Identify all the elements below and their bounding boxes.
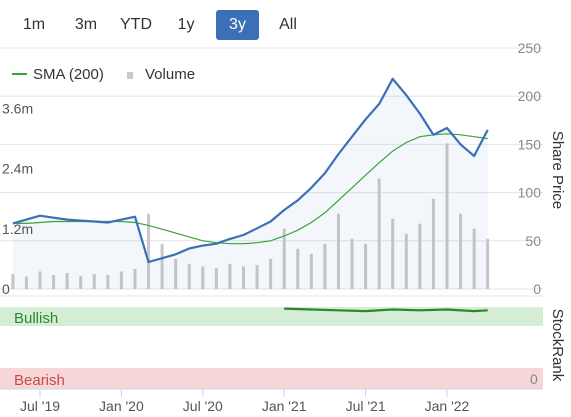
volume-bar [174,258,178,289]
volume-legend-swatch [127,72,133,79]
range-3m-button[interactable]: 3m [74,16,98,33]
volume-bar [214,267,218,289]
volume-bar [79,275,83,289]
x-tick-label: Jan '22 [425,398,470,414]
bullish-band [0,307,543,326]
range-1y-button[interactable]: 1y [177,16,195,33]
bullish-label: Bullish [14,310,58,327]
volume-bar [201,266,205,289]
range-selector: 1m 3m YTD 1y 3y All [0,0,571,46]
price-tick-label: 0 [533,281,541,297]
volume-series [11,143,490,289]
stockrank-zero-tick: 0 [530,371,538,387]
price-tick-label: 50 [525,233,541,249]
volume-bar [242,266,245,289]
volume-bar [364,243,368,289]
volume-bar [391,218,395,289]
volume-tick-label: 2.4m [2,161,33,177]
price-line [12,77,489,264]
price-area [12,78,488,289]
x-tick-label: Jul '20 [183,398,223,414]
range-3y-button[interactable]: 3y [216,10,259,40]
price-axis-ticks: 250 200 150 100 50 0 [518,40,542,297]
volume-bar [309,253,313,289]
volume-bar [472,228,476,289]
volume-bar [147,213,151,289]
volume-bar [228,263,232,289]
price-tick-label: 150 [518,136,542,152]
share-price-axis-title: Share Price [549,131,566,209]
volume-bar [133,268,137,289]
volume-bar [52,274,56,289]
volume-bar [65,272,69,289]
volume-bar [296,248,300,289]
volume-bar [445,143,449,289]
volume-tick-label: 1.2m [2,221,33,237]
bearish-band [0,368,543,389]
volume-bar [377,178,381,289]
bearish-label: Bearish [14,372,65,389]
x-axis-ticks: Jul '19 Jan '20 Jul '20 Jan '21 Jul '21 Jan '… [20,389,470,414]
x-tick-label: Jul '21 [346,398,386,414]
volume-bar [38,271,42,289]
volume-bar [404,233,408,289]
volume-bar [160,243,164,289]
volume-tick-label: 3.6m [2,100,33,116]
price-tick-label: 100 [518,185,542,201]
volume-bar [255,264,259,289]
volume-bar [282,228,286,289]
volume-axis-ticks: 3.6m 2.4m 1.2m 0 [2,100,33,297]
price-tick-label: 250 [518,40,542,56]
volume-bar [92,273,96,289]
volume-bar [350,238,354,289]
volume-bar [24,276,28,289]
volume-bar [418,223,422,289]
volume-bar [431,198,435,289]
range-all-button[interactable]: All [279,16,297,33]
volume-legend-label: Volume [145,66,195,83]
volume-bar [11,273,15,289]
volume-bar [119,271,123,289]
volume-bar [187,263,191,289]
volume-tick-label: 0 [2,281,10,297]
volume-bar [269,258,273,289]
x-tick-label: Jul '19 [20,398,60,414]
stockrank-line [284,307,488,313]
volume-bar [486,238,490,289]
volume-bar [459,213,463,289]
stockrank-axis-title: StockRank [549,309,566,382]
x-tick-label: Jan '20 [99,398,144,414]
volume-bar [106,274,110,289]
sma-legend-label: SMA (200) [33,66,104,83]
price-tick-label: 200 [518,88,542,104]
range-ytd-button[interactable]: YTD [120,16,152,33]
x-tick-label: Jan '21 [262,398,307,414]
volume-bar [323,243,327,289]
range-1m-button[interactable]: 1m [22,16,46,33]
volume-bar [336,213,340,289]
chart-legend: SMA (200) Volume [12,66,195,83]
